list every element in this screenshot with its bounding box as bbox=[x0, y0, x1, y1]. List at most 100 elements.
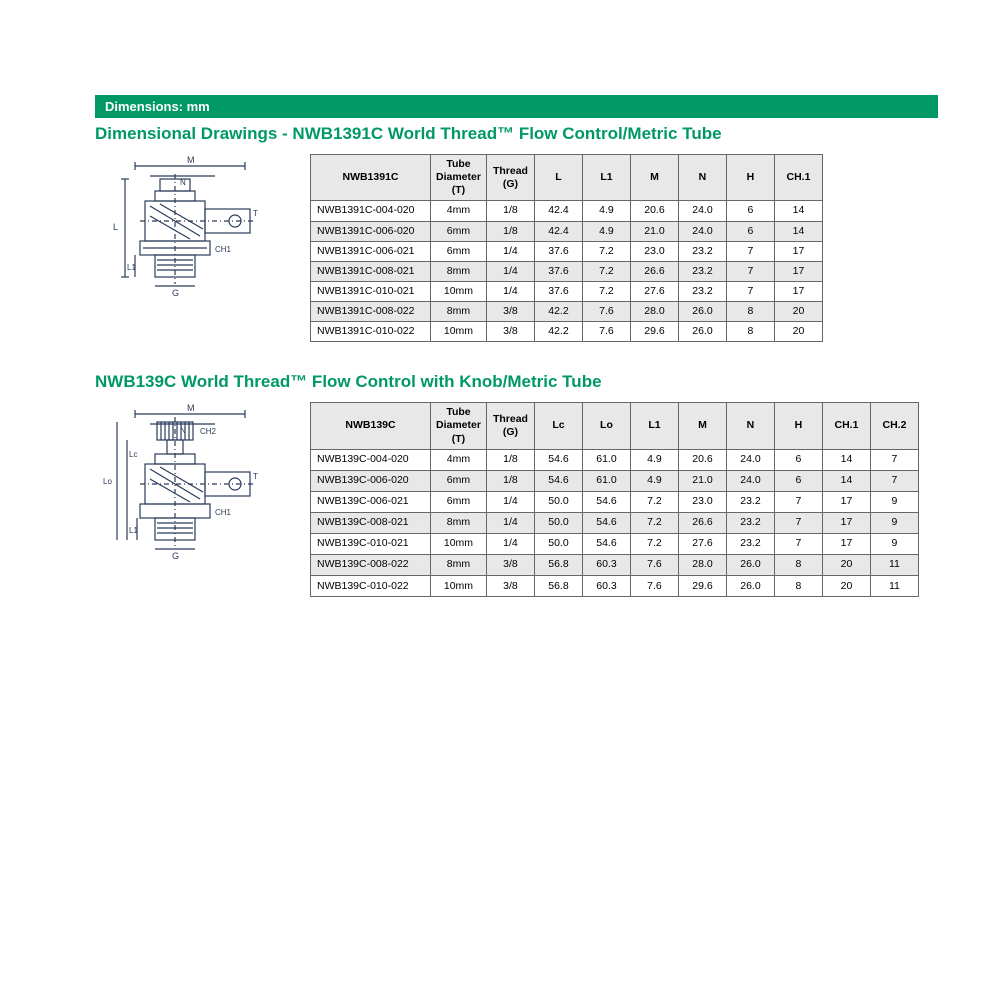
table-cell: 4.9 bbox=[630, 449, 678, 470]
table-cell: 28.0 bbox=[630, 302, 678, 322]
table-cell: 7 bbox=[774, 533, 822, 554]
table-cell: 54.6 bbox=[534, 449, 582, 470]
table-row: NWB139C-008-0228mm3/856.860.37.628.026.0… bbox=[311, 555, 919, 576]
table-header: Lo bbox=[582, 403, 630, 449]
table-cell: 56.8 bbox=[534, 576, 582, 597]
table-cell: 17 bbox=[822, 491, 870, 512]
table-header: NWB1391C bbox=[311, 155, 431, 201]
table-cell: 6mm bbox=[431, 221, 487, 241]
section1-drawing: M N T bbox=[95, 154, 295, 342]
table-cell: 8 bbox=[726, 322, 774, 342]
dim-label-g: G bbox=[172, 288, 179, 298]
table-cell: 14 bbox=[774, 201, 822, 221]
section1-title: Dimensional Drawings - NWB1391C World Th… bbox=[95, 124, 938, 144]
dim-label-l1b: L1 bbox=[129, 526, 138, 535]
table-cell: NWB1391C-008-021 bbox=[311, 261, 431, 281]
table-cell: 42.2 bbox=[534, 302, 582, 322]
table-cell: 20.6 bbox=[678, 449, 726, 470]
table-cell: 10mm bbox=[431, 281, 487, 301]
table-cell: NWB1391C-010-021 bbox=[311, 281, 431, 301]
table-cell: 1/4 bbox=[486, 512, 534, 533]
table-cell: 24.0 bbox=[726, 449, 774, 470]
table-row: NWB1391C-008-0218mm1/437.67.226.623.2717 bbox=[311, 261, 823, 281]
table-row: NWB139C-006-0206mm1/854.661.04.921.024.0… bbox=[311, 470, 919, 491]
table-cell: 7.6 bbox=[582, 302, 630, 322]
section2-table: NWB139CTubeDiameter(T)Thread(G)LcLoL1MNH… bbox=[310, 402, 919, 597]
table-cell: 60.3 bbox=[582, 576, 630, 597]
table-cell: 10mm bbox=[431, 576, 487, 597]
table-cell: 17 bbox=[822, 533, 870, 554]
section2: M N CH2 bbox=[95, 402, 938, 597]
table-cell: 9 bbox=[870, 491, 918, 512]
dim-label-m: M bbox=[187, 155, 195, 165]
table-header: Thread(G) bbox=[486, 155, 534, 201]
table-cell: 50.0 bbox=[534, 512, 582, 533]
table-header: Lc bbox=[534, 403, 582, 449]
table-cell: 7 bbox=[870, 449, 918, 470]
table-cell: 61.0 bbox=[582, 449, 630, 470]
table-cell: 27.6 bbox=[678, 533, 726, 554]
table-cell: 6mm bbox=[431, 470, 487, 491]
table-cell: NWB1391C-010-022 bbox=[311, 322, 431, 342]
table-cell: 20 bbox=[822, 576, 870, 597]
table-cell: 1/4 bbox=[486, 241, 534, 261]
table-cell: 17 bbox=[774, 281, 822, 301]
table-header: H bbox=[726, 155, 774, 201]
table-cell: 29.6 bbox=[678, 576, 726, 597]
table-cell: 26.0 bbox=[726, 576, 774, 597]
section2-drawing: M N CH2 bbox=[95, 402, 295, 597]
table-cell: 1/4 bbox=[486, 281, 534, 301]
table-cell: 7.2 bbox=[582, 261, 630, 281]
table-cell: 23.2 bbox=[678, 241, 726, 261]
table-cell: 3/8 bbox=[486, 302, 534, 322]
table-row: NWB139C-004-0204mm1/854.661.04.920.624.0… bbox=[311, 449, 919, 470]
table-row: NWB139C-010-02110mm1/450.054.67.227.623.… bbox=[311, 533, 919, 554]
table-header: N bbox=[678, 155, 726, 201]
dim-label-ch1: CH1 bbox=[215, 245, 232, 254]
table-cell: 8mm bbox=[431, 261, 487, 281]
table-cell: 6 bbox=[774, 470, 822, 491]
table-cell: 26.0 bbox=[678, 322, 726, 342]
table-cell: 4.9 bbox=[582, 221, 630, 241]
table-cell: 10mm bbox=[431, 322, 487, 342]
table-cell: NWB1391C-006-020 bbox=[311, 221, 431, 241]
table-cell: NWB139C-004-020 bbox=[311, 449, 431, 470]
table-cell: 20 bbox=[822, 555, 870, 576]
table-header: N bbox=[726, 403, 774, 449]
table-cell: 4.9 bbox=[582, 201, 630, 221]
section1: M N T bbox=[95, 154, 938, 342]
table-header: TubeDiameter(T) bbox=[431, 403, 487, 449]
table-cell: 7.6 bbox=[582, 322, 630, 342]
table-cell: 23.2 bbox=[678, 261, 726, 281]
table-cell: 23.0 bbox=[630, 241, 678, 261]
table-header: TubeDiameter(T) bbox=[431, 155, 487, 201]
table-cell: 3/8 bbox=[486, 555, 534, 576]
section1-table: NWB1391CTubeDiameter(T)Thread(G)LL1MNHCH… bbox=[310, 154, 823, 342]
table-cell: NWB1391C-006-021 bbox=[311, 241, 431, 261]
table-header: Thread(G) bbox=[486, 403, 534, 449]
table-cell: 7.2 bbox=[582, 241, 630, 261]
table-cell: 11 bbox=[870, 555, 918, 576]
table-cell: 14 bbox=[822, 470, 870, 491]
table-cell: 1/8 bbox=[486, 201, 534, 221]
table-cell: 26.6 bbox=[678, 512, 726, 533]
table-header: L bbox=[534, 155, 582, 201]
table-header: CH.1 bbox=[774, 155, 822, 201]
table-cell: 1/8 bbox=[486, 449, 534, 470]
table-cell: 7 bbox=[774, 491, 822, 512]
table-cell: 7.2 bbox=[582, 281, 630, 301]
table-cell: 20.6 bbox=[630, 201, 678, 221]
table-cell: 3/8 bbox=[486, 576, 534, 597]
table-cell: NWB139C-010-021 bbox=[311, 533, 431, 554]
table-cell: 3/8 bbox=[486, 322, 534, 342]
table-row: NWB139C-006-0216mm1/450.054.67.223.023.2… bbox=[311, 491, 919, 512]
table-cell: 6 bbox=[726, 221, 774, 241]
table-cell: 20 bbox=[774, 302, 822, 322]
table-cell: 21.0 bbox=[630, 221, 678, 241]
table-header: H bbox=[774, 403, 822, 449]
table-cell: 9 bbox=[870, 533, 918, 554]
table-cell: 8 bbox=[774, 555, 822, 576]
table-header: L1 bbox=[630, 403, 678, 449]
table-cell: 7.6 bbox=[630, 555, 678, 576]
table-cell: 4.9 bbox=[630, 470, 678, 491]
